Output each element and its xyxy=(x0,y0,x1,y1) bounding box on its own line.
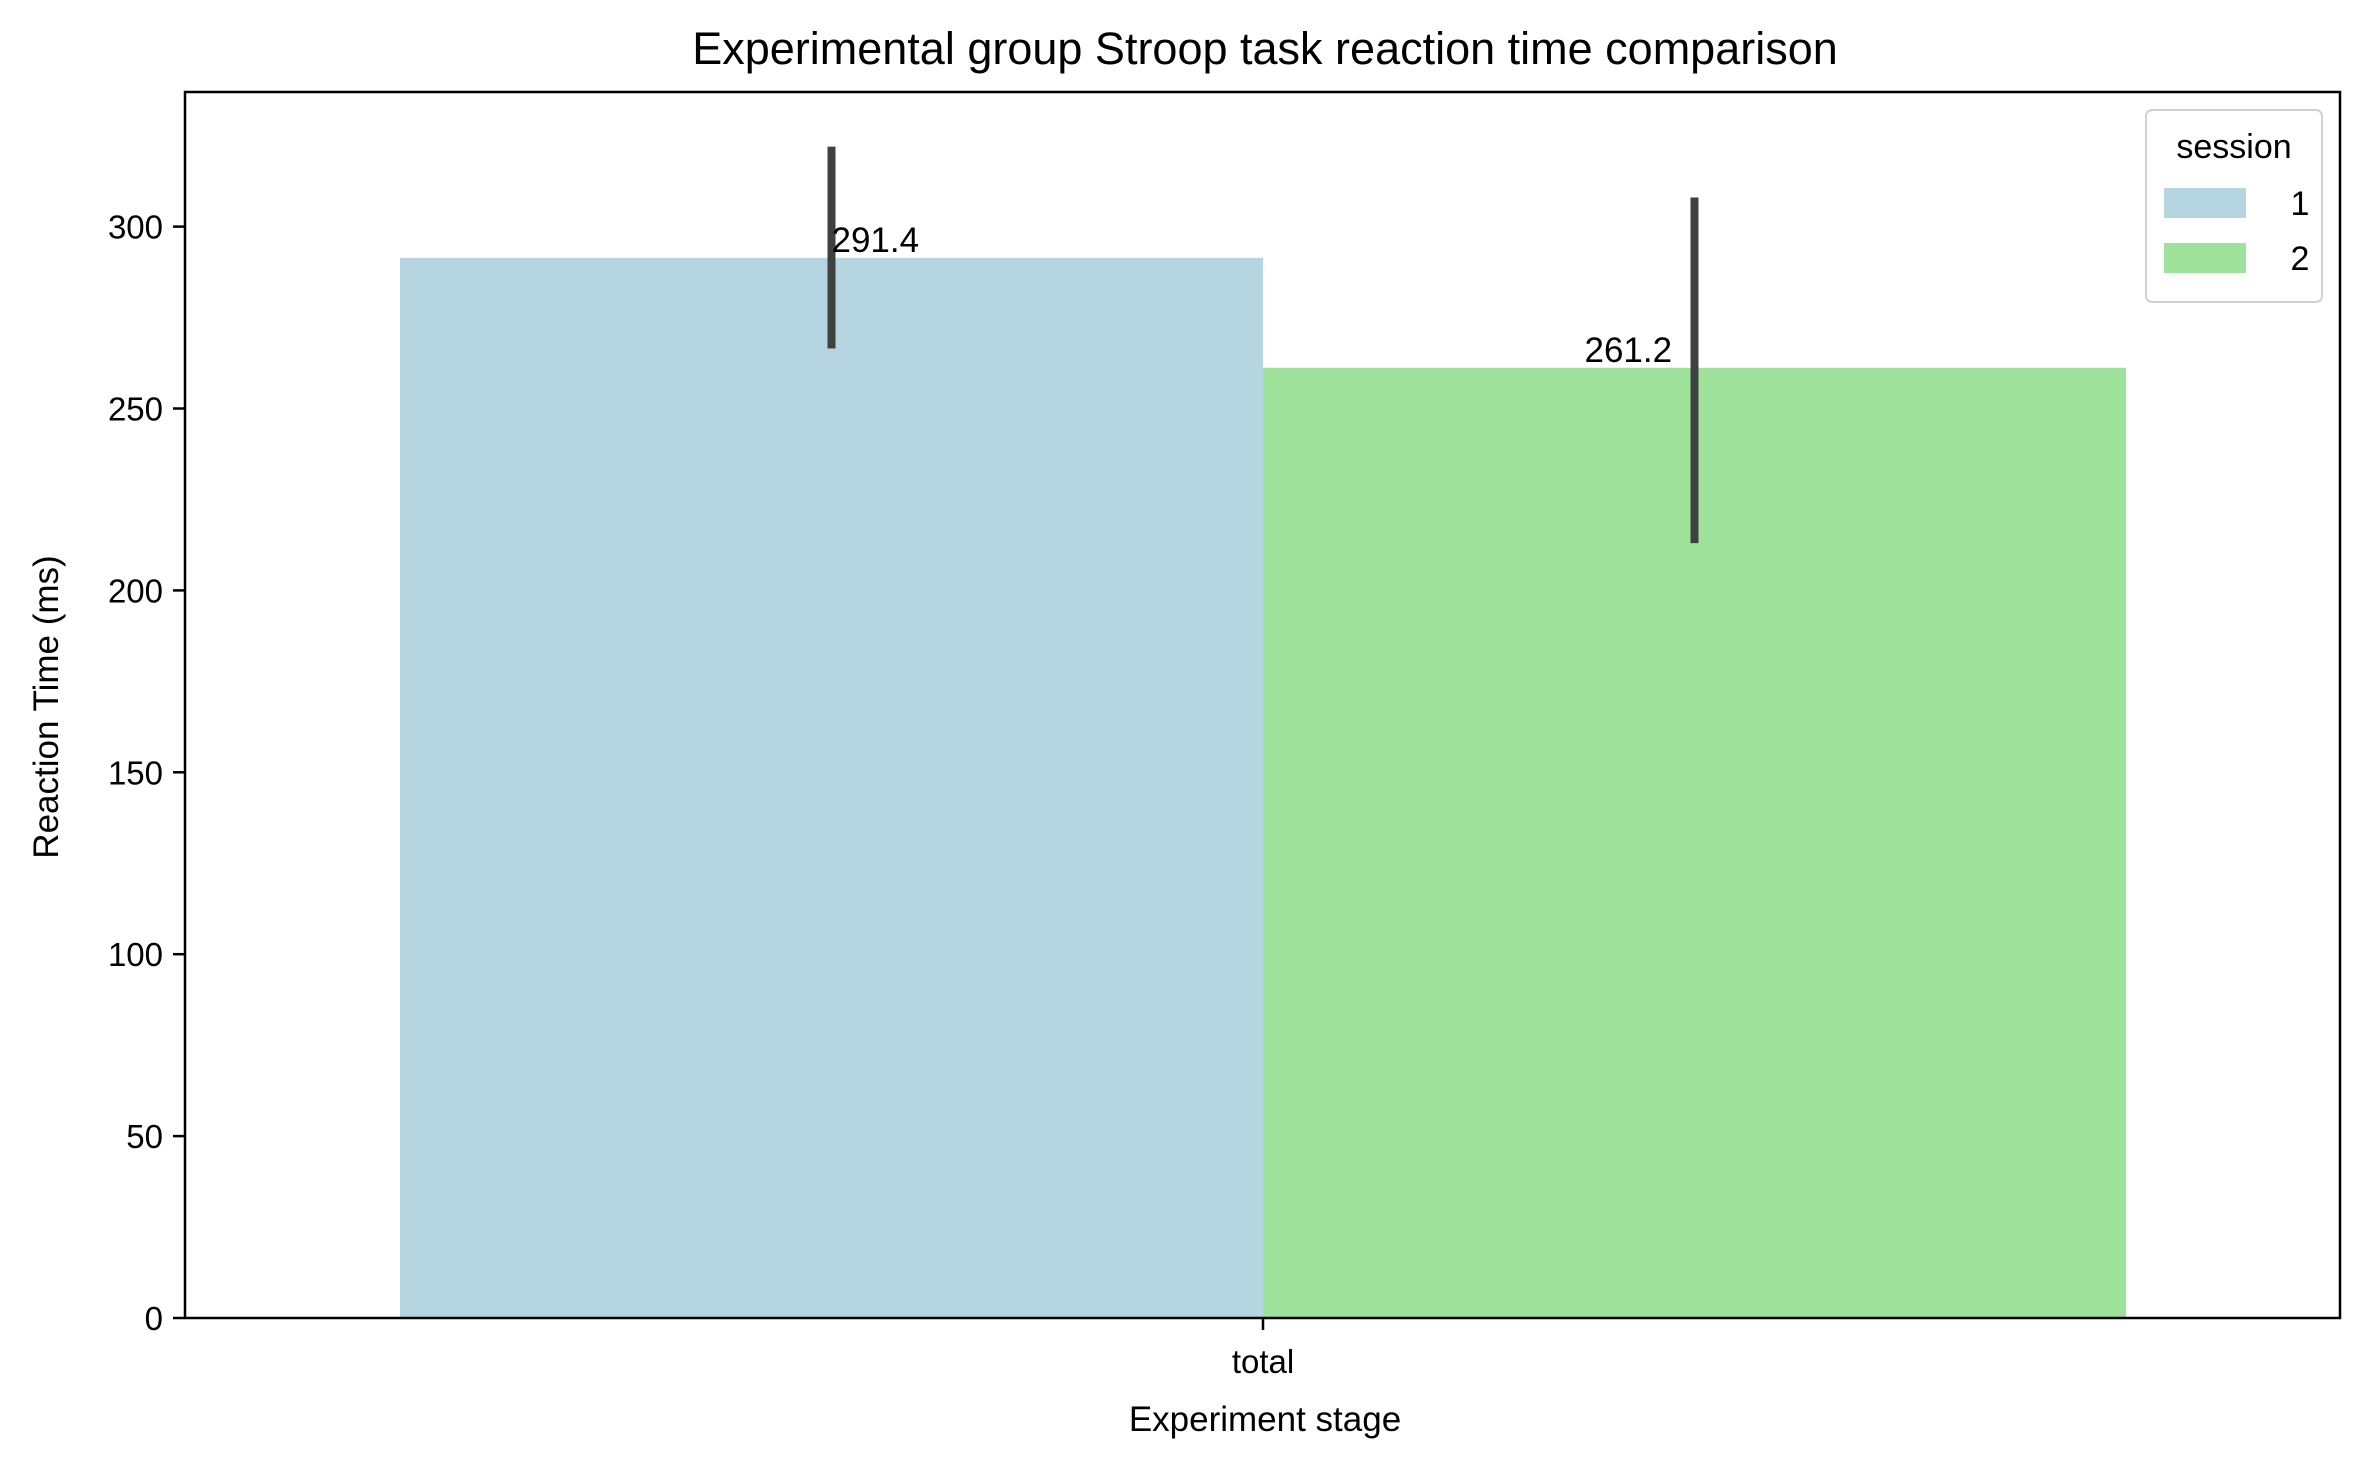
y-tick-label: 0 xyxy=(145,1300,163,1337)
legend-label-session-1: 1 xyxy=(2291,185,2310,223)
x-tick-label: total xyxy=(1232,1343,1294,1380)
legend-swatch-session-2 xyxy=(2164,243,2246,273)
data-label-session-1: 291.4 xyxy=(832,221,920,260)
y-axis-label: Reaction Time (ms) xyxy=(27,555,66,858)
y-tick-label: 150 xyxy=(108,754,163,791)
y-tick-label: 300 xyxy=(108,209,163,246)
x-axis-label: Experiment stage xyxy=(1129,1400,1401,1439)
y-tick-label: 100 xyxy=(108,936,163,973)
chart-title: Experimental group Stroop task reaction … xyxy=(692,23,1838,74)
legend-label-session-2: 2 xyxy=(2291,240,2310,278)
y-tick-label: 50 xyxy=(126,1118,163,1155)
legend-swatch-session-1 xyxy=(2164,188,2246,218)
data-label-session-2: 261.2 xyxy=(1585,331,1673,370)
legend-title: session xyxy=(2176,128,2291,166)
y-tick-label: 200 xyxy=(108,572,163,609)
bar-session-1 xyxy=(400,257,1263,1319)
plot-area: 291.4 261.2 0 50 100 150 200 250 300 total xyxy=(108,90,2342,1380)
y-tick-label: 250 xyxy=(108,391,163,428)
